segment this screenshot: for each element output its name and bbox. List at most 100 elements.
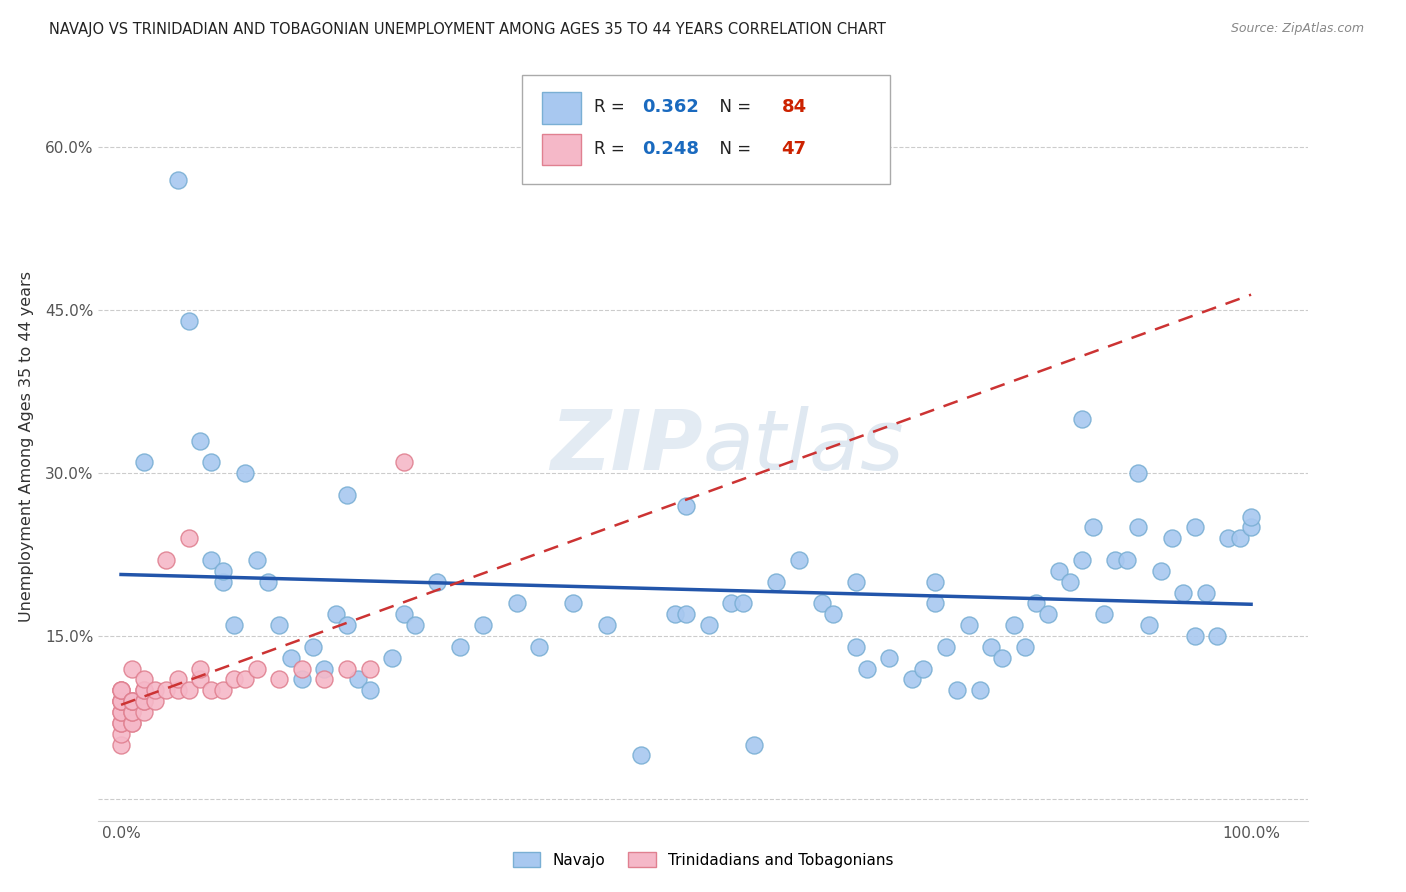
Point [1126, 466, 1149, 480]
Point [471, 618, 494, 632]
Point [188, 662, 211, 676]
Point [1070, 412, 1092, 426]
Point [233, 673, 256, 687]
Point [211, 564, 233, 578]
Point [121, 694, 143, 708]
Point [110, 683, 132, 698]
Point [1240, 509, 1263, 524]
Point [132, 694, 155, 708]
Point [787, 553, 810, 567]
Point [765, 574, 787, 589]
Point [720, 597, 742, 611]
Point [121, 705, 143, 719]
Point [675, 499, 697, 513]
Point [177, 683, 200, 698]
Point [280, 650, 302, 665]
Point [110, 694, 132, 708]
Text: N =: N = [709, 139, 756, 158]
Point [121, 694, 143, 708]
Point [110, 738, 132, 752]
Point [1195, 585, 1218, 599]
Point [845, 640, 868, 654]
Point [200, 455, 222, 469]
Point [211, 683, 233, 698]
Point [630, 748, 652, 763]
Point [1115, 553, 1137, 567]
Text: R =: R = [595, 139, 630, 158]
Point [121, 662, 143, 676]
Point [110, 715, 132, 730]
Text: 0.362: 0.362 [643, 98, 699, 116]
Point [347, 673, 370, 687]
Point [132, 683, 155, 698]
Point [856, 662, 879, 676]
Text: 47: 47 [782, 139, 807, 158]
Point [1218, 531, 1240, 545]
Point [143, 694, 166, 708]
Point [188, 434, 211, 448]
Point [810, 597, 832, 611]
Point [336, 488, 359, 502]
Point [132, 683, 155, 698]
Point [200, 683, 222, 698]
Point [359, 662, 381, 676]
Point [1161, 531, 1184, 545]
Point [1137, 618, 1160, 632]
Point [924, 574, 946, 589]
Point [449, 640, 471, 654]
Point [1025, 597, 1047, 611]
Point [246, 553, 269, 567]
Point [121, 715, 143, 730]
Text: atlas: atlas [703, 406, 904, 486]
Text: 84: 84 [782, 98, 807, 116]
Point [392, 607, 415, 622]
Point [821, 607, 844, 622]
Point [269, 673, 291, 687]
Point [1070, 553, 1092, 567]
Point [132, 694, 155, 708]
Point [731, 597, 754, 611]
Point [155, 553, 177, 567]
Point [527, 640, 550, 654]
Text: R =: R = [595, 98, 630, 116]
Point [211, 574, 233, 589]
Point [1229, 531, 1251, 545]
Point [426, 574, 449, 589]
Point [980, 640, 1002, 654]
Point [912, 662, 935, 676]
Point [257, 574, 280, 589]
Point [166, 673, 188, 687]
Point [222, 673, 245, 687]
Point [1184, 629, 1206, 643]
Point [132, 705, 155, 719]
Point [392, 455, 415, 469]
Text: Source: ZipAtlas.com: Source: ZipAtlas.com [1230, 22, 1364, 36]
Point [121, 715, 143, 730]
Bar [543, 134, 581, 165]
Point [143, 683, 166, 698]
Point [246, 662, 269, 676]
Point [110, 727, 132, 741]
Point [1126, 520, 1149, 534]
Point [269, 618, 291, 632]
Point [1173, 585, 1195, 599]
Point [336, 662, 359, 676]
Point [166, 683, 188, 698]
Point [1081, 520, 1104, 534]
Point [1240, 520, 1263, 534]
Point [110, 705, 132, 719]
Point [935, 640, 957, 654]
Point [177, 314, 200, 328]
Point [177, 531, 200, 545]
Point [222, 618, 245, 632]
Point [233, 466, 256, 480]
Point [664, 607, 686, 622]
Point [901, 673, 924, 687]
Point [325, 607, 347, 622]
Point [845, 574, 868, 589]
Point [1184, 520, 1206, 534]
Point [1059, 574, 1081, 589]
Point [697, 618, 720, 632]
Point [1014, 640, 1036, 654]
Legend: Navajo, Trinidadians and Tobagonians: Navajo, Trinidadians and Tobagonians [505, 844, 901, 875]
